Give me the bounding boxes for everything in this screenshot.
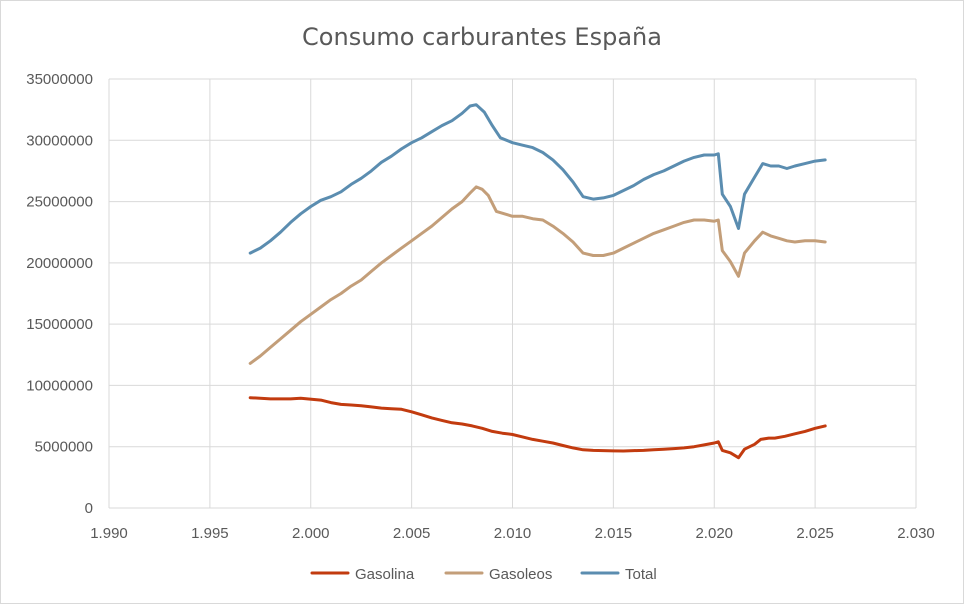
y-tick-label: 20000000 [26, 255, 93, 272]
x-tick-label: 2.010 [494, 525, 532, 542]
x-tick-label: 2.020 [695, 525, 733, 542]
y-tick-label: 10000000 [26, 377, 93, 394]
x-tick-label: 2.015 [595, 525, 633, 542]
chart-title: Consumo carburantes España [302, 23, 662, 51]
series-layer [248, 103, 827, 460]
y-tick-label: 35000000 [26, 71, 93, 88]
y-tick-label: 0 [85, 500, 93, 517]
series-line-gasoleos [248, 185, 827, 365]
y-tick-label: 25000000 [26, 194, 93, 211]
legend-label-total: Total [625, 566, 657, 583]
legend-label-gasolina: Gasolina [355, 566, 415, 583]
x-tick-label: 2.025 [796, 525, 834, 542]
x-tick-label: 1.990 [90, 525, 128, 542]
y-tick-label: 15000000 [26, 316, 93, 333]
x-tick-label: 2.000 [292, 525, 330, 542]
y-tick-label: 5000000 [35, 439, 93, 456]
x-tick-label: 2.005 [393, 525, 431, 542]
legend-label-gasoleos: Gasoleos [489, 566, 552, 583]
x-tick-label: 1.995 [191, 525, 229, 542]
series-line-total [248, 103, 827, 255]
series-line-gasolina [248, 396, 827, 460]
x-tick-label: 2.030 [897, 525, 935, 542]
y-tick-label: 30000000 [26, 132, 93, 149]
grid-layer [108, 78, 917, 509]
axis-layer: 0 5000000 10000000 15000000 20000000 25000000… [26, 71, 935, 542]
legend: Gasolina Gasoleos Total [310, 566, 657, 583]
